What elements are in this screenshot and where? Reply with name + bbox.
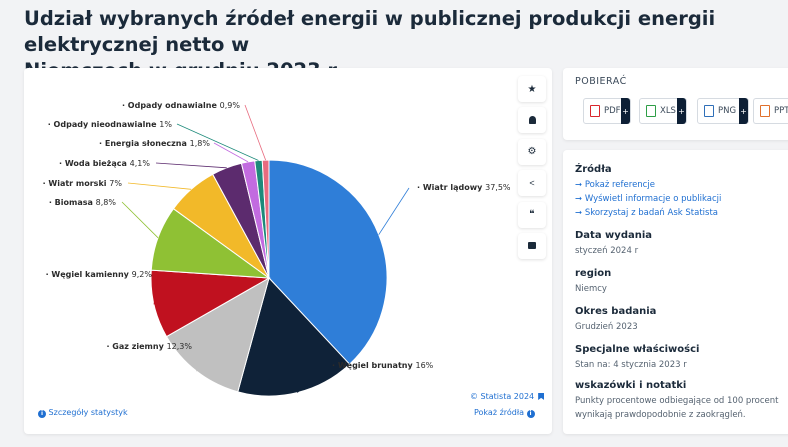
flag-icon (538, 393, 545, 400)
share-button[interactable]: < (518, 170, 546, 197)
data-label: · Odpady nieodnawialne 1% (48, 120, 173, 129)
pie-slice-węgiel-brunatny[interactable] (237, 277, 351, 397)
ask-statista-link[interactable]: ➞ Skorzystaj z badań Ask Statista (575, 208, 718, 218)
notes-heading: wskazówki i notatki (575, 380, 687, 391)
data-label: · Woda bieżąca 4,1% (59, 159, 150, 168)
pdf-label[interactable]: PDF (604, 106, 621, 116)
connector-line (127, 182, 192, 190)
show-references-link[interactable]: ➞ Pokaż referencje (575, 180, 655, 190)
png-label[interactable]: PNG (718, 106, 737, 116)
download-panel: POBIERAĆ PDF + XLS + PNG + PPT (563, 68, 788, 140)
statistic-details-link[interactable]: i Szczegóły statystyk (38, 408, 128, 418)
connector-line (378, 187, 410, 235)
connector-line (155, 162, 227, 169)
download-xls-button[interactable]: XLS + (639, 98, 687, 124)
gear-icon: ⚙ (527, 146, 537, 158)
statista-credit-text[interactable]: © Statista 2024 (470, 392, 535, 401)
sources-heading: Źródła (575, 164, 612, 175)
cite-button[interactable]: ❝ (518, 201, 546, 228)
share-icon: < (529, 178, 535, 189)
release-date-value: styczeń 2024 r (575, 246, 639, 256)
show-source-link[interactable]: Pokaż źródła i (474, 408, 535, 418)
release-date-heading: Data wydania (575, 230, 653, 241)
chart-card: · Wiatr lądowy 37,5% · Węgiel brunatny 16… (24, 68, 552, 434)
info-icon: i (38, 410, 46, 418)
notify-button[interactable] (518, 107, 546, 134)
region-heading: region (575, 268, 612, 279)
data-label: · Wiatr morski 7% (43, 179, 123, 188)
chart-toolbar: ★ ⚙ < ❝ (518, 76, 546, 264)
plus-icon[interactable]: + (739, 98, 748, 124)
ppt-label[interactable]: PPT (774, 106, 788, 116)
notes-line-1: Punkty procentowe odbiegające od 100 pro… (575, 396, 779, 406)
survey-period-heading: Okres badania (575, 306, 657, 317)
sources-panel: Źródła ➞ Pokaż referencje ➞ Wyświetl inf… (563, 150, 788, 434)
download-title: POBIERAĆ (575, 76, 627, 87)
pdf-file-icon (590, 105, 600, 117)
plus-icon[interactable]: + (621, 98, 630, 124)
survey-period-value: Grudzień 2023 (575, 322, 638, 332)
ask-statista-text[interactable]: Skorzystaj z badań Ask Statista (584, 208, 718, 218)
data-label: · Gaz ziemny 12,3% (106, 342, 192, 351)
print-icon (528, 242, 536, 250)
xls-file-icon (646, 105, 656, 117)
region-value: Niemcy (575, 284, 607, 294)
page-title-line-1: Udział wybranych źródeł energii w public… (24, 7, 716, 56)
connector-line (297, 364, 327, 393)
show-references-text[interactable]: Pokaż referencje (584, 180, 655, 190)
connector-line (244, 104, 266, 161)
quote-icon: ❝ (529, 209, 535, 221)
download-pdf-button[interactable]: PDF + (583, 98, 631, 124)
data-label: · Węgiel brunatny 16% (332, 361, 434, 370)
data-label: · Odpady odnawialne 0,9% (122, 101, 240, 110)
settings-button[interactable]: ⚙ (518, 138, 546, 165)
download-ppt-button[interactable]: PPT (753, 98, 788, 124)
publication-info-link[interactable]: ➞ Wyświetl informacje o publikacji (575, 194, 722, 204)
pie-chart: · Wiatr lądowy 37,5% · Węgiel brunatny 16… (43, 101, 511, 397)
xls-label[interactable]: XLS (660, 106, 676, 116)
data-label: · Energia słoneczna 1,8% (99, 139, 210, 148)
connector-line (196, 345, 199, 372)
special-properties-heading: Specjalne właściwości (575, 344, 700, 355)
connector-line (121, 201, 159, 239)
png-file-icon (704, 105, 714, 117)
publication-info-text[interactable]: Wyświetl informacje o publikacji (584, 194, 722, 204)
special-properties-value: Stan na: 4 stycznia 2023 r (575, 360, 687, 370)
connector-line (213, 142, 249, 163)
ppt-file-icon (760, 105, 770, 117)
print-button[interactable] (518, 232, 546, 259)
download-png-button[interactable]: PNG + (697, 98, 749, 124)
statista-credit[interactable]: © Statista 2024 (470, 392, 545, 401)
header-area: Udział wybranych źródeł energii w public… (0, 0, 788, 82)
favorite-button[interactable]: ★ (518, 76, 546, 102)
data-label: · Wiatr lądowy 37,5% (417, 183, 511, 192)
connector-line (176, 123, 259, 161)
star-icon: ★ (527, 83, 537, 95)
plus-icon[interactable]: + (677, 98, 686, 124)
data-label: · Biomasa 8,8% (49, 198, 117, 207)
notes-line-2: wynikają prawdopodobnie z zaokrągleń. (575, 410, 746, 420)
show-source-text[interactable]: Pokaż źródła (474, 408, 525, 417)
info-icon: i (526, 410, 535, 418)
data-label: · Węgiel kamienny 9,2% (46, 270, 153, 279)
statistic-details-text[interactable]: Szczegóły statystyk (48, 408, 128, 417)
connector-line (153, 273, 159, 305)
bell-icon (528, 116, 536, 125)
